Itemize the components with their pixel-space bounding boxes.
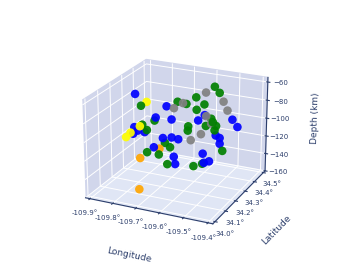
Y-axis label: Latitude: Latitude xyxy=(260,214,293,247)
X-axis label: Longitude: Longitude xyxy=(106,246,152,264)
